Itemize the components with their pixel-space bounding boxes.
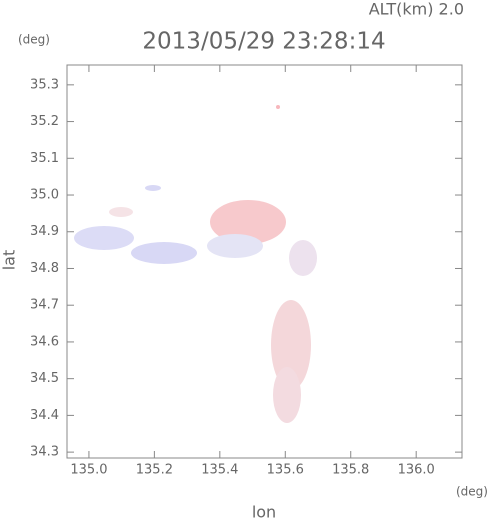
y-tick-label: 34.5 [30,371,59,386]
x-unit: (deg) [456,485,488,499]
y-tick-label: 34.6 [30,334,59,349]
echo [207,234,263,258]
echo-field [74,105,317,423]
y-tick-label: 35.1 [30,151,59,166]
y-tick-label: 35.3 [30,77,59,92]
y-tick-label: 34.7 [30,298,59,313]
echo [271,300,311,390]
echo [276,105,280,109]
echo [145,185,161,191]
altitude-label: ALT(km) 2.0 [369,0,464,19]
x-tick-label: 135.2 [136,463,173,478]
x-tick-label: 135.8 [332,463,369,478]
y-tick-label: 34.3 [30,445,59,460]
echo [289,240,317,276]
y-tick-label: 34.8 [30,261,59,276]
y-unit: (deg) [18,33,50,47]
y-tick-label: 34.4 [30,408,59,423]
plot-frame [66,64,463,459]
x-axis-label: lon [252,503,276,521]
echo [273,367,301,423]
x-tick-label: 136.0 [398,463,435,478]
echo [109,207,133,217]
y-tick-label: 35.2 [30,114,59,129]
x-tick-label: 135.4 [201,463,238,478]
echo [74,226,134,250]
echo [210,200,286,244]
y-tick-label: 35.0 [30,188,59,203]
x-tick-label: 135.0 [70,463,107,478]
x-tick-label: 135.6 [267,463,304,478]
chart-title: 2013/05/29 23:28:14 [142,29,385,55]
echo [131,242,197,264]
y-axis-label: lat [0,250,19,271]
y-tick-label: 34.9 [30,224,59,239]
